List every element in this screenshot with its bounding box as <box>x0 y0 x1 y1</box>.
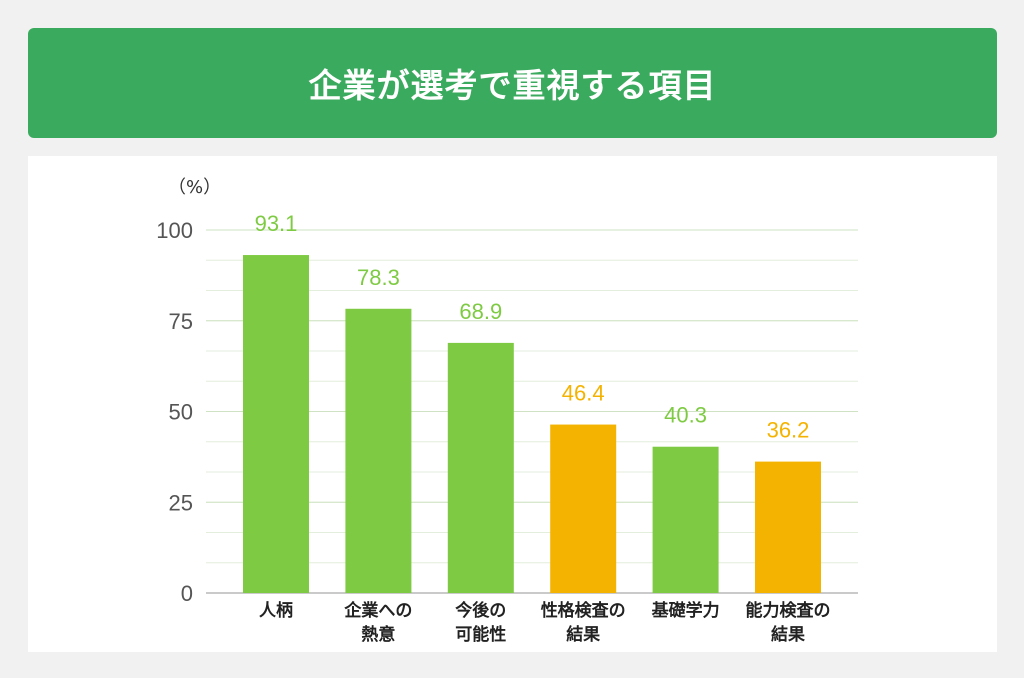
x-tick-label: 企業への <box>343 600 412 621</box>
bar <box>652 446 719 593</box>
x-tick-label: 人柄 <box>259 600 293 621</box>
bar <box>755 461 821 593</box>
bar <box>550 424 617 593</box>
x-tick-label: 能力検査の <box>746 600 831 621</box>
x-tick-label: 性格検査の <box>541 600 626 621</box>
x-tick-label: 今後の <box>455 600 506 621</box>
y-tick-label: 75 <box>169 309 193 334</box>
x-tick-label: 可能性 <box>455 624 506 645</box>
y-unit-label: （%） <box>168 177 221 198</box>
x-tick-label: 結果 <box>566 624 600 645</box>
x-tick-label: 熱意 <box>361 624 395 645</box>
header-banner: 企業が選考で重視する項目 <box>28 28 997 138</box>
value-label: 36.2 <box>767 418 810 443</box>
x-tick-label: 基礎学力 <box>651 600 720 621</box>
value-label: 93.1 <box>255 211 298 236</box>
bar <box>447 342 514 593</box>
bar <box>345 308 412 593</box>
bar <box>243 255 309 593</box>
y-tick-label: 100 <box>156 218 193 243</box>
value-label: 68.9 <box>459 299 502 324</box>
x-tick-label: 結果 <box>771 624 805 645</box>
y-tick-label: 0 <box>181 581 193 606</box>
y-tick-label: 50 <box>169 400 193 425</box>
chart-panel: 0 25 50 75 100 （%） 93.1 人柄 78.3 企業への熱意 68.9 今後の可能性 4… <box>28 156 997 652</box>
page-title: 企業が選考で重視する項目 <box>308 66 717 105</box>
value-label: 40.3 <box>664 403 707 428</box>
value-label: 78.3 <box>357 265 400 290</box>
y-tick-label: 25 <box>169 490 193 515</box>
value-label: 46.4 <box>562 381 605 406</box>
